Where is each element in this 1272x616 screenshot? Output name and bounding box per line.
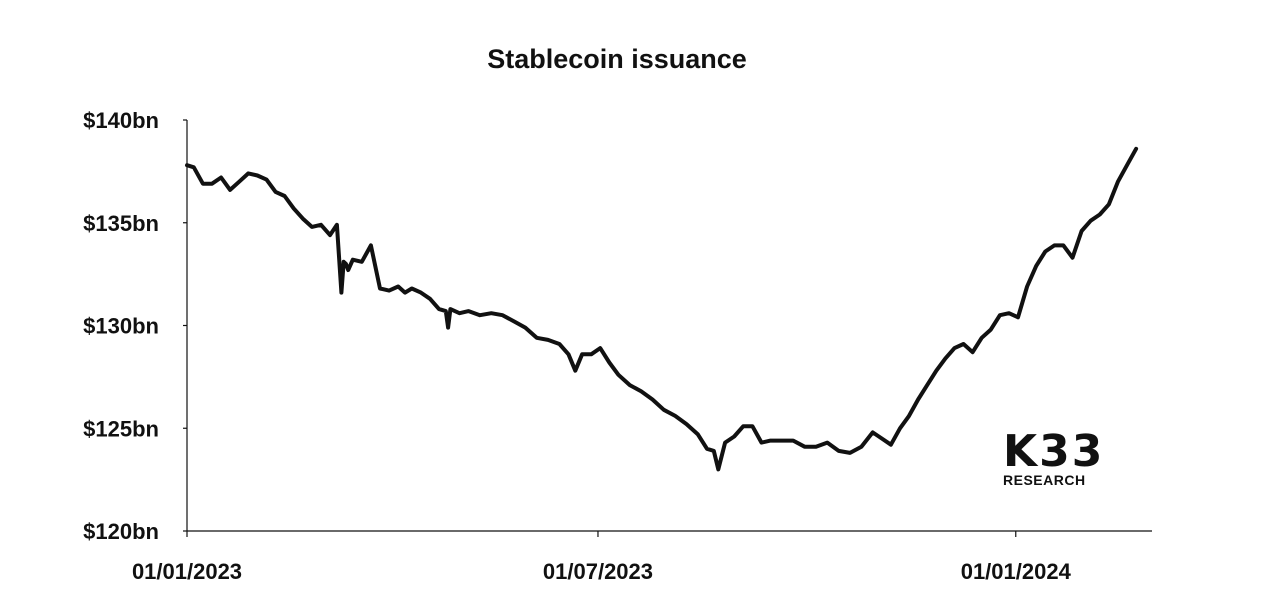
chart-title: Stablecoin issuance	[487, 44, 747, 74]
x-tick-group: 01/01/2023 01/07/2023 01/01/2024	[132, 531, 1072, 584]
series-group	[185, 146, 1139, 472]
x-tick-label: 01/01/2024	[961, 559, 1072, 584]
y-tick-label: $140bn	[83, 108, 159, 133]
x-tick-label: 01/07/2023	[543, 559, 653, 584]
series-line	[185, 146, 1139, 472]
y-tick-label: $135bn	[83, 211, 159, 236]
y-tick-label: $120bn	[83, 519, 159, 544]
logo-mark: K33	[1003, 426, 1105, 477]
logo-subtitle: RESEARCH	[1003, 472, 1086, 488]
x-tick-label: 01/01/2023	[132, 559, 242, 584]
y-tick-label: $130bn	[83, 314, 159, 339]
k33-research-logo: K33 RESEARCH	[1003, 426, 1123, 492]
y-tick-group: $140bn $135bn $130bn $125bn $120bn	[83, 108, 187, 544]
y-tick-label: $125bn	[83, 416, 159, 441]
